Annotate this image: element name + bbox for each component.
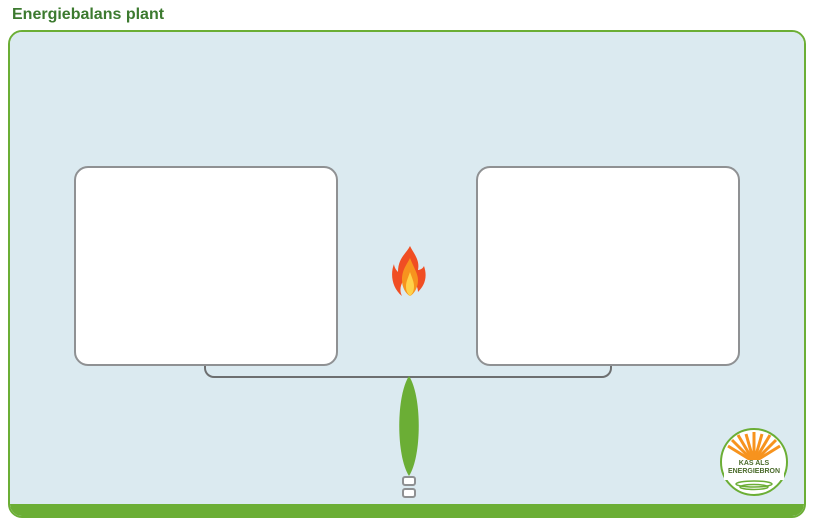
ground-strip xyxy=(10,504,804,516)
leaf-shape xyxy=(399,376,419,476)
logo-text-line1: KAS ALS xyxy=(718,460,790,467)
diagram-frame: KAS ALS ENERGIEBRON xyxy=(8,30,806,518)
page-title: Energiebalans plant xyxy=(12,6,164,24)
base-ring-bottom xyxy=(402,488,416,498)
balance-base xyxy=(402,474,416,494)
brand-logo: KAS ALS ENERGIEBRON xyxy=(718,426,790,498)
balance-panel-left xyxy=(74,166,338,366)
base-ring-top xyxy=(402,476,416,486)
logo-text-line2: ENERGIEBRON xyxy=(718,468,790,475)
balance-fulcrum-leaf xyxy=(394,376,424,476)
flame-icon xyxy=(388,244,432,302)
balance-panel-right xyxy=(476,166,740,366)
